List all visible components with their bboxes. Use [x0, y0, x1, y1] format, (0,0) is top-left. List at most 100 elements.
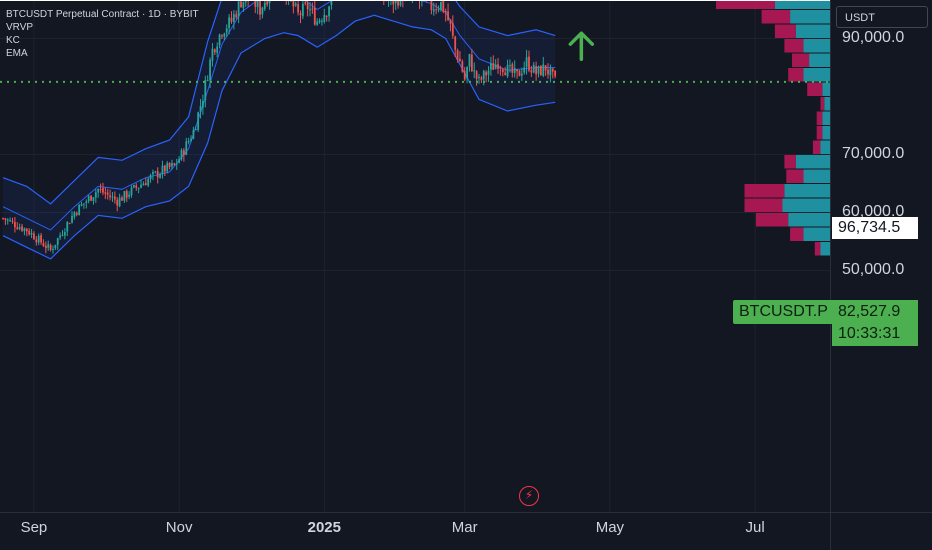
candle-body — [311, 8, 314, 10]
candle-body — [116, 199, 119, 206]
volume-profile-down-bar — [774, 24, 796, 38]
candle-body — [99, 189, 102, 191]
candle-body — [470, 54, 473, 72]
volume-profile-down-bar — [820, 97, 825, 111]
candle-body — [228, 17, 230, 28]
candle-body — [244, 0, 247, 3]
volume-profile-up-bar — [822, 82, 830, 96]
candle-body — [128, 194, 131, 197]
candle-body — [118, 197, 121, 207]
candle-body — [242, 1, 245, 8]
chart-title[interactable]: BTCUSDT Perpetual Contract · 1D · BYBIT — [6, 9, 199, 20]
candle-body — [163, 165, 166, 172]
up-arrow-icon — [568, 31, 595, 61]
volume-profile-down-bar — [716, 0, 775, 9]
candle-body — [316, 21, 319, 25]
indicator-vrvp[interactable]: VRVP — [6, 22, 34, 33]
candle-body — [549, 68, 552, 76]
candle-body — [211, 48, 214, 61]
volume-profile — [716, 0, 830, 256]
candle-body — [56, 238, 59, 245]
candle-body — [232, 14, 235, 22]
horizontal-line-price-label: 96,734.5 — [832, 217, 918, 239]
candle-body — [204, 80, 207, 101]
candle-body — [523, 67, 526, 73]
candle-body — [216, 46, 219, 53]
candle-body — [530, 70, 533, 73]
candle-body — [480, 77, 483, 80]
candle-body — [218, 34, 221, 46]
candle-body — [171, 163, 173, 167]
y-tick-label: 60,000.0 — [842, 202, 905, 220]
candle-body — [494, 64, 497, 69]
candle-body — [63, 232, 66, 236]
candle-body — [511, 64, 514, 73]
candle-body — [397, 0, 399, 6]
volume-profile-down-bar — [786, 169, 804, 183]
candle-body — [30, 232, 33, 235]
x-tick-label: 2025 — [307, 519, 341, 536]
volume-profile-down-bar — [755, 213, 789, 227]
candle-body — [394, 0, 397, 4]
candle-body — [223, 33, 226, 37]
x-tick-label: Jul — [745, 519, 765, 536]
candle-body — [109, 195, 111, 198]
candle-body — [33, 233, 35, 240]
volume-profile-up-bar — [803, 169, 830, 183]
candle-body — [185, 141, 188, 155]
keltner-upper — [2, 0, 556, 205]
volume-profile-up-bar — [795, 24, 830, 38]
candle-body — [266, 1, 269, 5]
candle-body — [159, 174, 161, 178]
candle-body — [528, 56, 530, 71]
candle-body — [23, 228, 26, 232]
lightning-icon[interactable]: ⚡ — [519, 486, 539, 506]
volume-profile-up-bar — [820, 242, 830, 256]
candle-body — [80, 204, 83, 206]
candle-body — [68, 223, 71, 225]
candle-body — [461, 61, 464, 72]
price-lines — [0, 0, 830, 83]
candle-body — [44, 245, 47, 249]
candle-body — [442, 0, 445, 12]
candle-body — [525, 57, 528, 67]
candle-body — [202, 100, 204, 108]
volume-profile-up-bar — [774, 0, 830, 9]
countdown: 10:33:31 — [838, 325, 901, 342]
candle-body — [25, 228, 28, 232]
candle-body — [542, 64, 545, 76]
indicator-ema[interactable]: EMA — [6, 48, 28, 59]
candle-body — [66, 222, 69, 232]
candle-body — [399, 0, 402, 6]
volume-profile-down-bar — [784, 39, 804, 53]
x-tick-label: Mar — [451, 519, 478, 536]
candle-body — [454, 36, 457, 50]
candle-body — [75, 212, 78, 215]
keltner-fill — [3, 0, 556, 259]
candle-body — [304, 2, 307, 4]
candle-body — [501, 69, 504, 73]
volume-profile-up-bar — [784, 184, 830, 198]
candle-body — [440, 1, 442, 10]
candle-body — [299, 13, 302, 15]
candle-body — [482, 70, 485, 80]
candle-body — [16, 227, 19, 229]
candle-body — [313, 7, 316, 25]
candle-body — [182, 150, 185, 156]
y-tick-label: 90,000.0 — [842, 28, 905, 46]
candle-body — [144, 183, 147, 186]
keltner-lower — [2, 14, 556, 260]
currency-button[interactable]: USDT — [836, 6, 928, 28]
candle-body — [292, 0, 295, 7]
candle-body — [104, 192, 107, 194]
candle-body — [240, 1, 242, 8]
candle-body — [485, 72, 488, 76]
indicator-kc[interactable]: KC — [6, 35, 20, 46]
candle-body — [323, 14, 326, 22]
volume-profile-down-bar — [816, 126, 823, 140]
candle-body — [497, 64, 499, 69]
volume-profile-up-bar — [822, 126, 830, 140]
candle-body — [330, 0, 333, 6]
candle-body — [152, 171, 154, 175]
